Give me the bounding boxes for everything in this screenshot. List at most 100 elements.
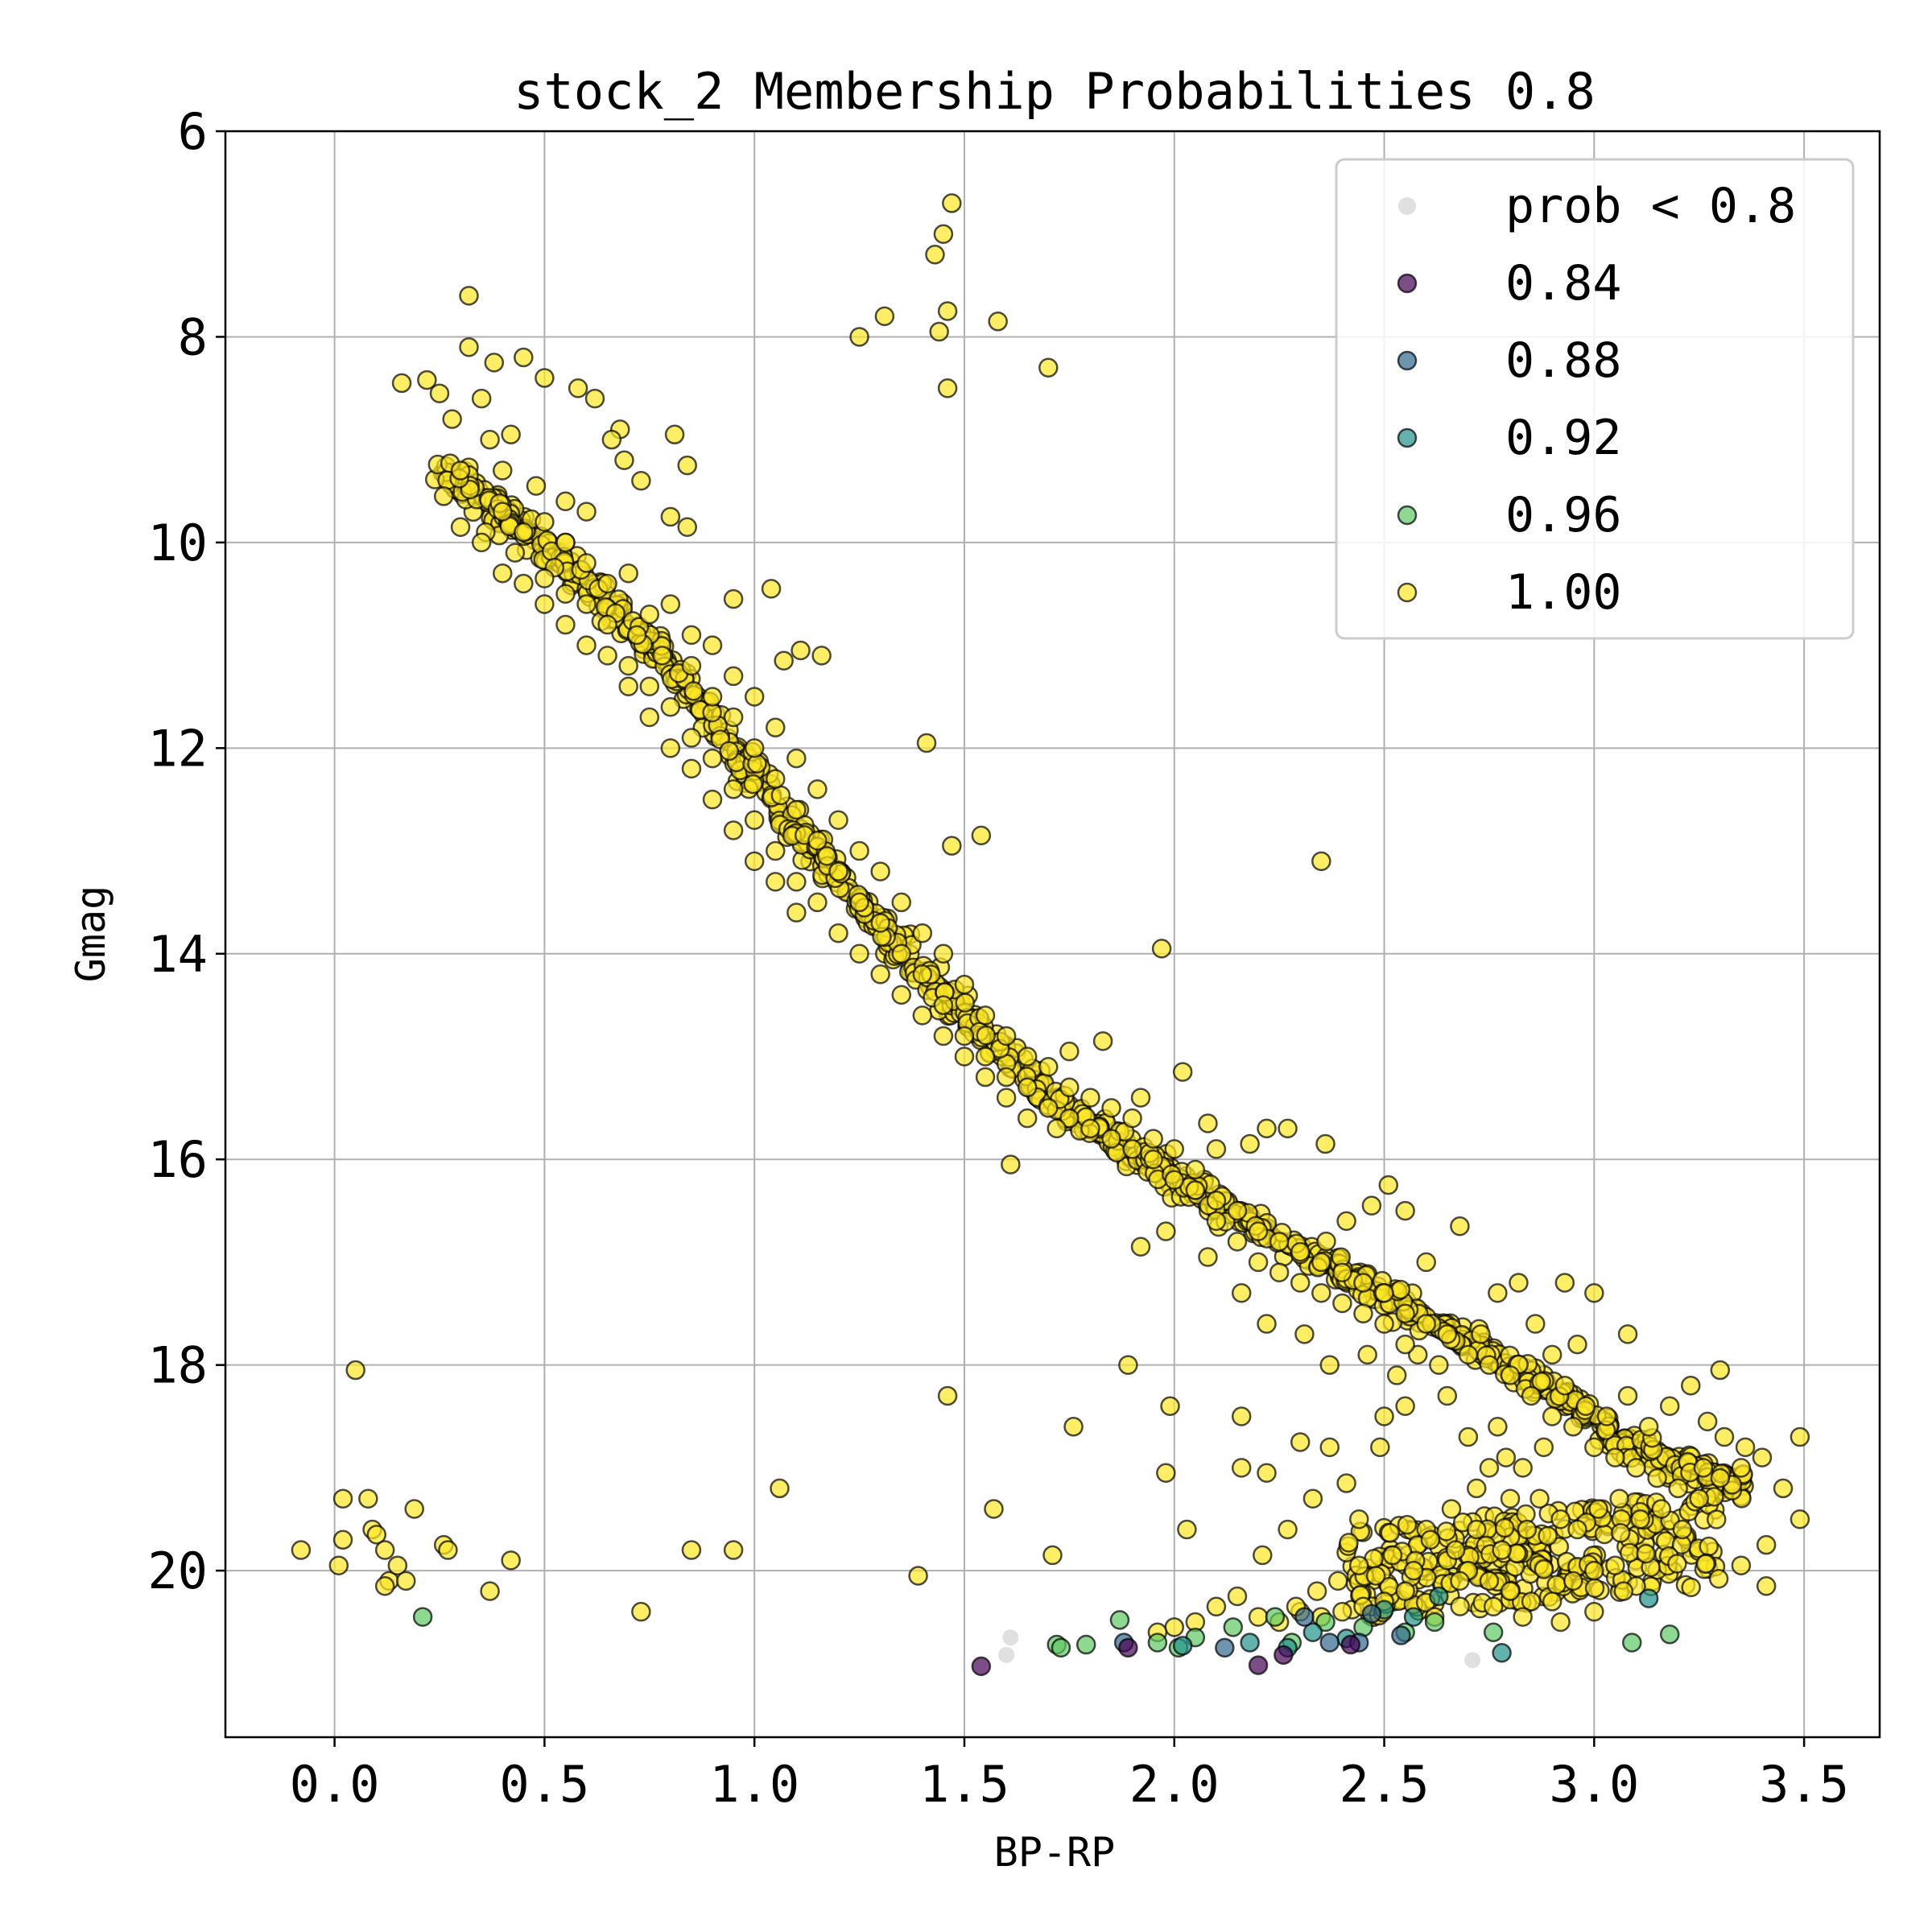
point-0.96 (1659, 1624, 1680, 1645)
legend-marker (1397, 582, 1418, 603)
point-1.00 (429, 383, 450, 403)
point-1.00 (1206, 1211, 1227, 1232)
point-1.00 (955, 993, 975, 1013)
point-1.00 (1319, 1355, 1340, 1375)
point-1.00 (1227, 1586, 1248, 1607)
point-1.00 (744, 738, 765, 758)
point-1.00 (1164, 1139, 1185, 1159)
point-1.00 (723, 666, 744, 687)
point-1.00 (929, 321, 949, 342)
point-1.00 (849, 943, 869, 964)
point-1.00 (870, 913, 890, 933)
point-1.00 (597, 573, 617, 594)
point-1.00 (1567, 1334, 1587, 1355)
point-1.00 (1046, 1118, 1067, 1139)
point-1.00 (681, 728, 702, 748)
point-1.00 (971, 825, 992, 846)
point-1.00 (870, 964, 890, 985)
point-1.00 (1231, 1282, 1252, 1303)
point-1.00 (639, 676, 660, 696)
point-1.00 (1357, 1344, 1377, 1365)
point-1.00 (597, 614, 617, 635)
point-1.00 (1467, 1478, 1487, 1499)
point-1.00 (1752, 1447, 1773, 1468)
point-1.00 (1496, 1447, 1517, 1468)
point-1.00 (1319, 1437, 1340, 1458)
point-1.00 (849, 892, 869, 913)
point-1.00 (1080, 1088, 1100, 1108)
point-1.00 (916, 733, 937, 753)
point-1.00 (1550, 1509, 1571, 1530)
point-1.00 (702, 687, 723, 707)
point-1.00 (450, 517, 471, 537)
point-1.00 (849, 327, 869, 347)
point-1.00 (1626, 1458, 1646, 1478)
point-0.92 (1172, 1636, 1193, 1656)
point-1.00 (555, 614, 576, 635)
point-1.00 (1395, 1334, 1415, 1355)
point-1.00 (505, 543, 526, 563)
point-1.00 (1735, 1437, 1756, 1458)
point-1.00 (660, 506, 681, 527)
point-1.00 (660, 738, 681, 758)
point-1.00 (1206, 1596, 1227, 1617)
point-1.00 (631, 1601, 651, 1622)
point-1.00 (442, 409, 462, 429)
point-1.00 (816, 846, 837, 866)
point-1.00 (1638, 1417, 1659, 1437)
point-1.00 (1240, 1133, 1260, 1154)
point-1.00 (535, 368, 555, 388)
point-1.00 (492, 563, 513, 584)
point-1.00 (1567, 1519, 1587, 1540)
legend: prob < 0.8 0.84 0.88 0.92 0.96 1.00 (1335, 158, 1855, 640)
point-1.00 (639, 707, 660, 728)
point-1.00 (1311, 851, 1331, 872)
point-1.00 (786, 799, 807, 820)
point-1.00 (1500, 1488, 1521, 1509)
point-1.00 (723, 820, 744, 840)
point-1.00 (1257, 1463, 1277, 1484)
point-1.00 (1445, 1540, 1466, 1560)
point-1.00 (681, 758, 702, 779)
point-1.00 (996, 1067, 1017, 1088)
point-1.00 (1380, 1523, 1401, 1543)
point-1.00 (1231, 1406, 1252, 1426)
point-1.00 (332, 1530, 353, 1550)
point-1.00 (1609, 1488, 1629, 1509)
point-1.00 (1038, 1057, 1059, 1077)
legend-marker (1397, 273, 1418, 294)
point-1.00 (1278, 1118, 1298, 1139)
point-0.96 (1075, 1634, 1096, 1655)
point-1.00 (1185, 1180, 1206, 1200)
point-1.00 (1017, 1077, 1038, 1098)
point-1.00 (1248, 1252, 1269, 1273)
point-0.96 (1265, 1607, 1286, 1627)
point-1.00 (1395, 1581, 1415, 1601)
point-1.00 (719, 741, 739, 762)
point-1.00 (975, 1005, 996, 1026)
point-1.00 (1517, 1519, 1538, 1540)
point-1.00 (1613, 1581, 1634, 1601)
point-1.00 (576, 553, 597, 573)
x-tick-label: 0.5 (499, 1755, 589, 1814)
point-1.00 (1290, 1432, 1311, 1452)
point-1.00 (1311, 1282, 1331, 1303)
point-1.00 (770, 1478, 790, 1499)
point-0.88 (1294, 1607, 1315, 1627)
point-1.00 (1408, 1344, 1428, 1365)
point-1.00 (1059, 1041, 1080, 1062)
point-0.96 (1109, 1610, 1130, 1630)
point-1.00 (480, 1581, 500, 1601)
point-1.00 (1185, 1159, 1206, 1180)
point-1.00 (1017, 1046, 1038, 1067)
point-1.00 (1038, 357, 1059, 378)
point-0.96 (1051, 1637, 1071, 1658)
point-1.00 (555, 532, 576, 553)
point-1.00 (1122, 1139, 1142, 1159)
point-1.00 (1538, 1525, 1558, 1546)
y-tick-label: 8 (178, 308, 208, 366)
point-1.00 (1353, 1273, 1373, 1293)
point-1.00 (912, 964, 933, 985)
point-0.92 (1302, 1622, 1323, 1642)
point-1.00 (1617, 1324, 1638, 1344)
